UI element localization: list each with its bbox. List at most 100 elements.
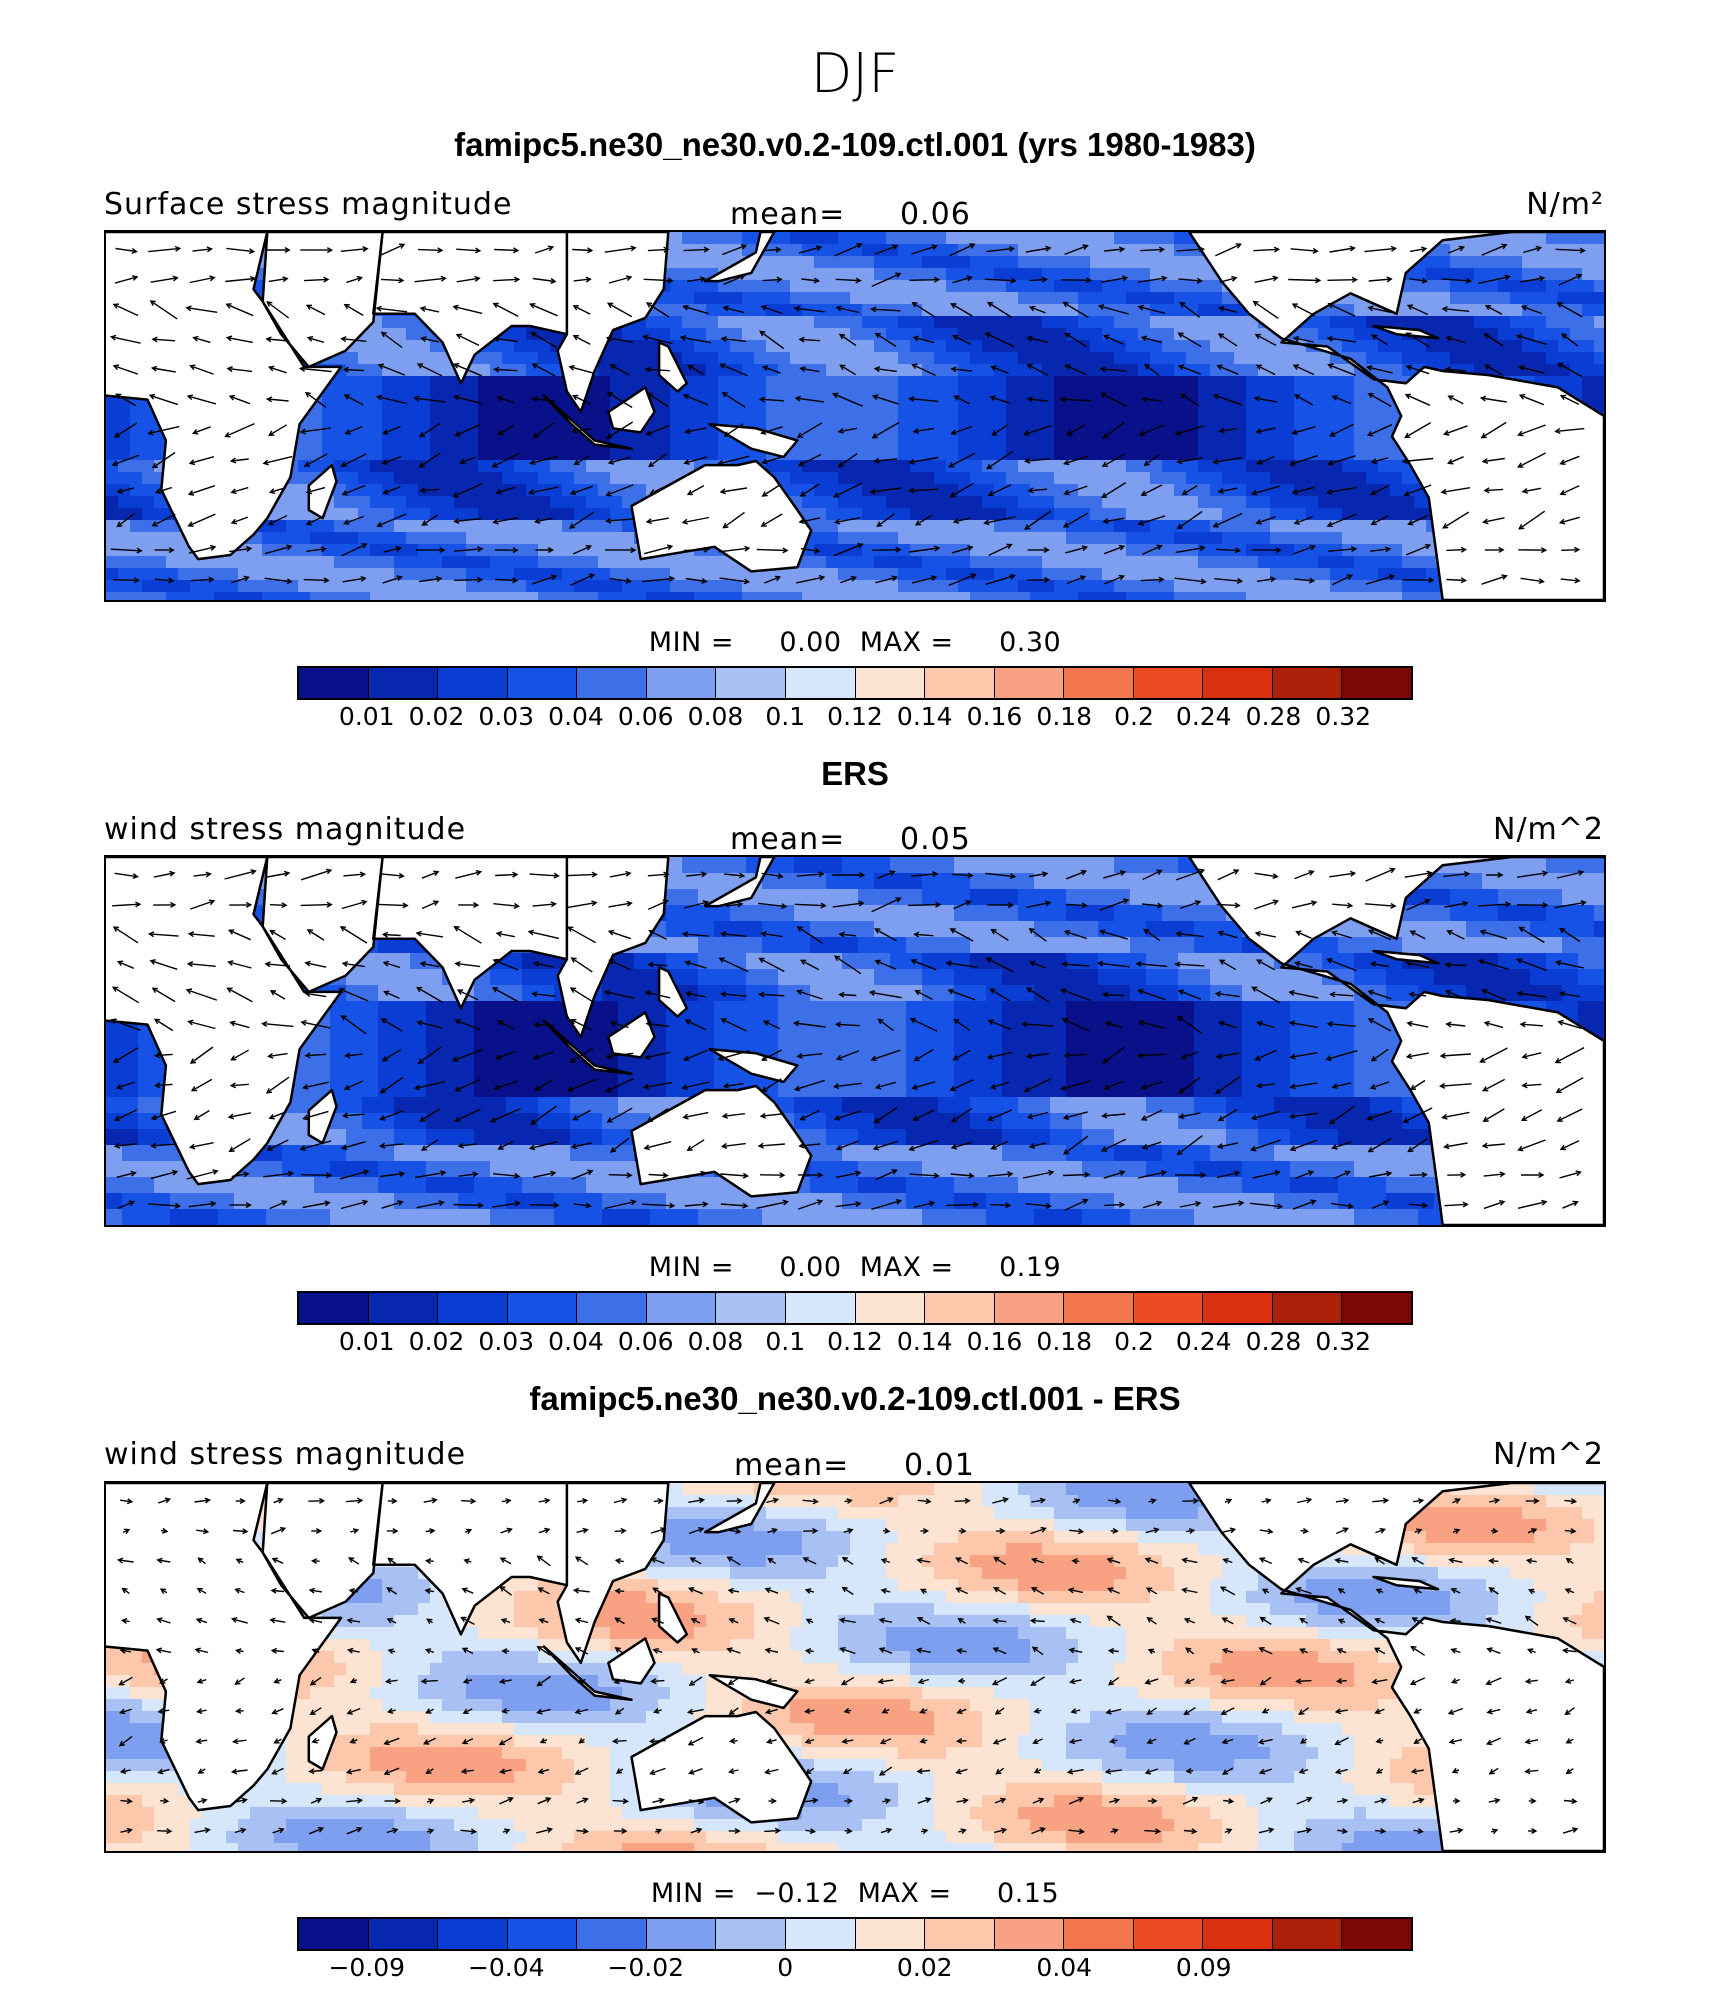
stress-vectors (116, 1497, 1579, 1835)
colorbar-tick-label: 0.24 (1175, 702, 1232, 731)
colorbar-tick-label: 0.01 (338, 1327, 395, 1356)
colorbar-swatch (438, 1293, 508, 1323)
colorbar-swatch (646, 1293, 717, 1323)
panel-3-colorbar-ticks: −0.09 −0.04 −0.02 0 0.02 0.04 0.09 (297, 1953, 1413, 1983)
colorbar-swatch (1133, 1293, 1204, 1323)
panel-2-map (104, 855, 1606, 1227)
colorbar-swatch (716, 1293, 786, 1323)
colorbar-swatch (855, 1919, 926, 1949)
panel-1-mean-label: mean= (730, 197, 846, 232)
colorbar-swatch (1272, 668, 1343, 698)
colorbar-swatch (507, 1293, 578, 1323)
coastline (106, 857, 1604, 1225)
colorbar-swatch (1133, 1919, 1204, 1949)
colorbar-swatch (855, 1293, 926, 1323)
colorbar-tick-label: 0.2 (1114, 1327, 1154, 1356)
panel-3-stats: MIN = −0.12 MAX = 0.15 (0, 1878, 1710, 1909)
colorbar-tick-label: −0.09 (328, 1953, 406, 1982)
panel-3-mean-value: 0.01 (904, 1448, 975, 1483)
colorbar-swatch (577, 1919, 647, 1949)
colorbar-swatch (1203, 1919, 1273, 1949)
panel-2-mean-value: 0.05 (900, 822, 971, 857)
panel-1-colorbar-ticks: 0.01 0.02 0.03 0.04 0.06 0.08 0.1 0.12 0.14 0.16 0… (297, 702, 1413, 732)
colorbar-swatch (994, 1293, 1065, 1323)
colorbar-tick-label: 0.16 (966, 1327, 1023, 1356)
colorbar-swatch (299, 1919, 369, 1949)
colorbar-swatch (994, 1919, 1065, 1949)
stress-vectors (110, 867, 1587, 1211)
colorbar-tick-label: 0.02 (408, 702, 465, 731)
panel-3-max-label: MAX = (857, 1878, 952, 1909)
colorbar-swatch (785, 1919, 856, 1949)
panel-2-colorbar (297, 1291, 1413, 1325)
colorbar-tick-label: 0.16 (966, 702, 1023, 731)
stress-vectors (109, 243, 1586, 587)
panel-3-title: famipc5.ne30_ne30.v0.2-109.ctl.001 - ERS (529, 1380, 1181, 1417)
panel-1-colorbar (297, 666, 1413, 700)
colorbar-swatch (716, 668, 786, 698)
colorbar-tick-label: 0.1 (765, 1327, 806, 1356)
colorbar-swatch (438, 668, 508, 698)
panel-2-mean-label: mean= (730, 822, 846, 857)
panel-2-min-value: 0.00 (779, 1252, 842, 1283)
colorbar-swatch (577, 1293, 647, 1323)
colorbar-swatch (1064, 1293, 1134, 1323)
panel-1-min-value: 0.00 (779, 627, 842, 658)
panel-2-colorbar-ticks: 0.01 0.02 0.03 0.04 0.06 0.08 0.1 0.12 0.14 0.16 0… (297, 1327, 1413, 1357)
colorbar-tick-label: 0.04 (1036, 1953, 1093, 1982)
colorbar-swatch (1133, 668, 1204, 698)
colorbar-swatch (299, 668, 369, 698)
panel-3-map (104, 1481, 1606, 1853)
colorbar-tick-label: 0.32 (1315, 1327, 1372, 1356)
panel-2-stats: MIN = 0.00 MAX = 0.19 (0, 1252, 1710, 1283)
panel-2-title: ERS (821, 755, 889, 792)
colorbar-tick-label: −0.04 (467, 1953, 545, 1982)
colorbar-tick-label: 0.08 (687, 702, 744, 731)
colorbar-tick-label: −0.02 (607, 1953, 685, 1982)
panel-2-max-value: 0.19 (999, 1252, 1062, 1283)
colorbar-tick-label: 0 (777, 1953, 794, 1982)
figure-title: DJF (810, 42, 900, 105)
colorbar-swatch (438, 1919, 508, 1949)
colorbar-tick-label: 0.28 (1245, 702, 1302, 731)
colorbar-tick-label: 0.06 (617, 702, 674, 731)
panel-3-field-label: wind stress magnitude (104, 1437, 467, 1472)
panel-1-stats: MIN = 0.00 MAX = 0.30 (0, 627, 1710, 658)
panel-1-title: famipc5.ne30_ne30.v0.2-109.ctl.001 (yrs … (454, 126, 1256, 163)
colorbar-tick-label: 0.03 (478, 702, 535, 731)
panel-2-units: N/m^2 (1493, 812, 1604, 847)
colorbar-swatch (925, 1919, 995, 1949)
colorbar-tick-label: 0.18 (1036, 702, 1093, 731)
panel-1-max-value: 0.30 (999, 627, 1062, 658)
colorbar-swatch (785, 1293, 856, 1323)
colorbar-swatch (1342, 668, 1411, 698)
panel-1-units: N/m² (1526, 187, 1604, 222)
colorbar-tick-label: 0.28 (1245, 1327, 1302, 1356)
colorbar-swatch (368, 1919, 439, 1949)
colorbar-swatch (1203, 668, 1273, 698)
colorbar-swatch (1064, 668, 1134, 698)
colorbar-tick-label: 0.04 (548, 1327, 604, 1356)
colorbar-tick-label: 0.09 (1175, 1953, 1232, 1982)
coastline (106, 1483, 1604, 1851)
colorbar-swatch (925, 1293, 995, 1323)
colorbar-tick-label: 0.02 (896, 1953, 953, 1982)
colorbar-swatch (299, 1293, 369, 1323)
colorbar-tick-label: 0.02 (408, 1327, 465, 1356)
colorbar-tick-label: 0.12 (827, 1327, 883, 1356)
colorbar-swatch (855, 668, 926, 698)
colorbar-swatch (1272, 1919, 1343, 1949)
coastline (106, 232, 1604, 600)
colorbar-tick-label: 0.18 (1036, 1327, 1093, 1356)
colorbar-swatch (507, 668, 578, 698)
panel-1-min-label: MIN = (648, 627, 734, 658)
colorbar-swatch (716, 1919, 786, 1949)
panel-1-field-label: Surface stress magnitude (104, 187, 513, 222)
colorbar-tick-label: 0.24 (1175, 1327, 1232, 1356)
panel-3-mean-label: mean= (734, 1448, 850, 1483)
colorbar-tick-label: 0.01 (338, 702, 395, 731)
colorbar-swatch (1342, 1919, 1411, 1949)
panel-2-min-label: MIN = (648, 1252, 734, 1283)
colorbar-swatch (507, 1919, 578, 1949)
colorbar-swatch (925, 668, 995, 698)
